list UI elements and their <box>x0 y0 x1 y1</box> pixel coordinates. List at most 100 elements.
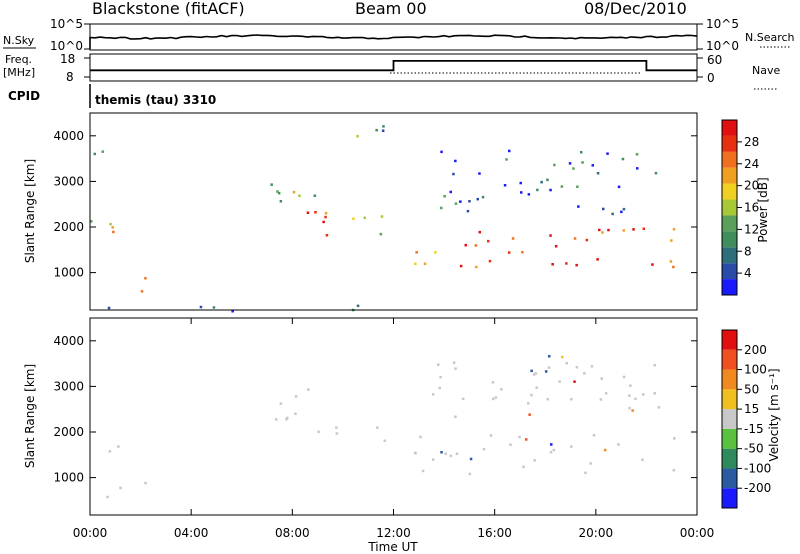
data-cell <box>468 472 472 476</box>
data-cell <box>653 392 656 395</box>
data-cell <box>335 432 339 435</box>
data-cell <box>601 231 604 234</box>
data-cell <box>585 238 589 242</box>
data-cell <box>629 384 632 387</box>
data-cell <box>603 448 607 452</box>
power-colorbar-label: Power [dB] <box>756 177 770 242</box>
data-cell <box>382 125 385 128</box>
data-cell <box>449 190 452 194</box>
nsky-tick-label-bottom: 10^0 <box>50 39 83 53</box>
station-title: Blackstone (fitACF) <box>92 0 245 18</box>
data-cell <box>482 447 486 451</box>
nsky-label: N.Sky <box>3 34 35 47</box>
colorbar-tick-label: -100 <box>744 461 771 475</box>
colorbar-swatch <box>722 151 737 168</box>
nsearch-label: N.Search <box>745 31 795 44</box>
data-cell <box>580 151 583 154</box>
colorbar-tick-label: 12 <box>744 222 759 236</box>
power-scatter <box>90 125 676 313</box>
colorbar-frame <box>721 329 738 509</box>
freq-unit: [MHz] <box>3 66 35 79</box>
y-tick-label: 2000 <box>53 220 84 234</box>
data-cell <box>670 239 673 242</box>
data-cell <box>548 355 551 358</box>
data-cell <box>459 264 463 268</box>
velocity-ylabel: Slant Range [km] <box>23 364 37 468</box>
y-tick-label: 1000 <box>53 266 84 280</box>
data-cell <box>535 386 538 389</box>
data-cell <box>604 392 608 395</box>
data-cell <box>622 207 626 211</box>
colorbar-swatch <box>722 167 737 184</box>
data-cell <box>628 394 631 397</box>
date-title: 08/Dec/2010 <box>584 0 687 18</box>
data-cell <box>352 217 355 220</box>
x-tick-label: 12:00 <box>376 526 411 540</box>
data-cell <box>509 443 512 446</box>
data-cell <box>672 228 676 231</box>
data-cell <box>599 398 603 401</box>
colorbar-swatch <box>722 428 737 449</box>
colorbar-swatch <box>722 330 737 350</box>
data-cell <box>317 430 320 434</box>
data-cell <box>455 452 459 456</box>
data-cell <box>642 227 645 230</box>
data-cell <box>294 395 298 398</box>
data-cell <box>444 452 447 455</box>
data-cell <box>414 262 417 266</box>
nave-label: Nave <box>752 64 780 77</box>
data-cell <box>573 380 576 383</box>
data-cell <box>641 458 644 461</box>
data-cell <box>598 228 601 232</box>
colorbar-swatch <box>722 231 737 248</box>
data-cell <box>577 205 580 208</box>
data-cell <box>439 375 442 379</box>
colorbar-tick-label: 16 <box>744 201 759 215</box>
data-cell <box>379 232 383 236</box>
data-cell <box>596 172 600 175</box>
data-cell <box>431 393 435 396</box>
data-cell <box>494 396 498 399</box>
data-cell <box>573 237 577 240</box>
data-cell <box>583 372 586 375</box>
data-cell <box>560 185 564 188</box>
data-cell <box>540 180 543 184</box>
data-cell <box>307 388 310 391</box>
data-cell <box>438 386 441 390</box>
data-cell <box>546 398 549 401</box>
data-cell <box>507 251 511 254</box>
data-cell <box>474 244 478 247</box>
freq-tick-label-bottom: 8 <box>66 70 74 84</box>
data-cell <box>437 363 440 366</box>
data-cell <box>622 229 625 232</box>
data-cell <box>454 202 458 205</box>
data-cell <box>419 435 422 439</box>
data-cell <box>469 457 473 461</box>
data-cell <box>592 434 596 437</box>
data-cell <box>375 128 378 132</box>
data-cell <box>452 361 456 364</box>
colorbar-swatch <box>722 349 737 370</box>
data-cell <box>270 183 273 186</box>
power-y-axis: 1000 2000 3000 4000 <box>53 129 697 280</box>
colorbar-swatch <box>722 135 737 152</box>
data-cell <box>622 375 626 379</box>
data-cell <box>550 443 553 446</box>
data-cell <box>324 215 327 219</box>
colorbar-tick-label: 4 <box>744 266 752 280</box>
data-cell <box>454 367 457 370</box>
data-cell <box>111 226 114 229</box>
data-cell <box>335 426 338 429</box>
power-colorbar-scale: 4 8 12 16 20 24 28 <box>721 119 759 296</box>
data-cell <box>487 239 490 243</box>
data-cell <box>553 163 556 167</box>
data-cell <box>590 365 594 368</box>
data-cell <box>325 234 329 237</box>
data-cell <box>383 439 386 442</box>
data-cell <box>306 211 310 214</box>
data-cell <box>294 412 297 415</box>
data-cell <box>231 310 234 313</box>
data-cell <box>547 366 551 369</box>
data-cell <box>144 277 147 280</box>
